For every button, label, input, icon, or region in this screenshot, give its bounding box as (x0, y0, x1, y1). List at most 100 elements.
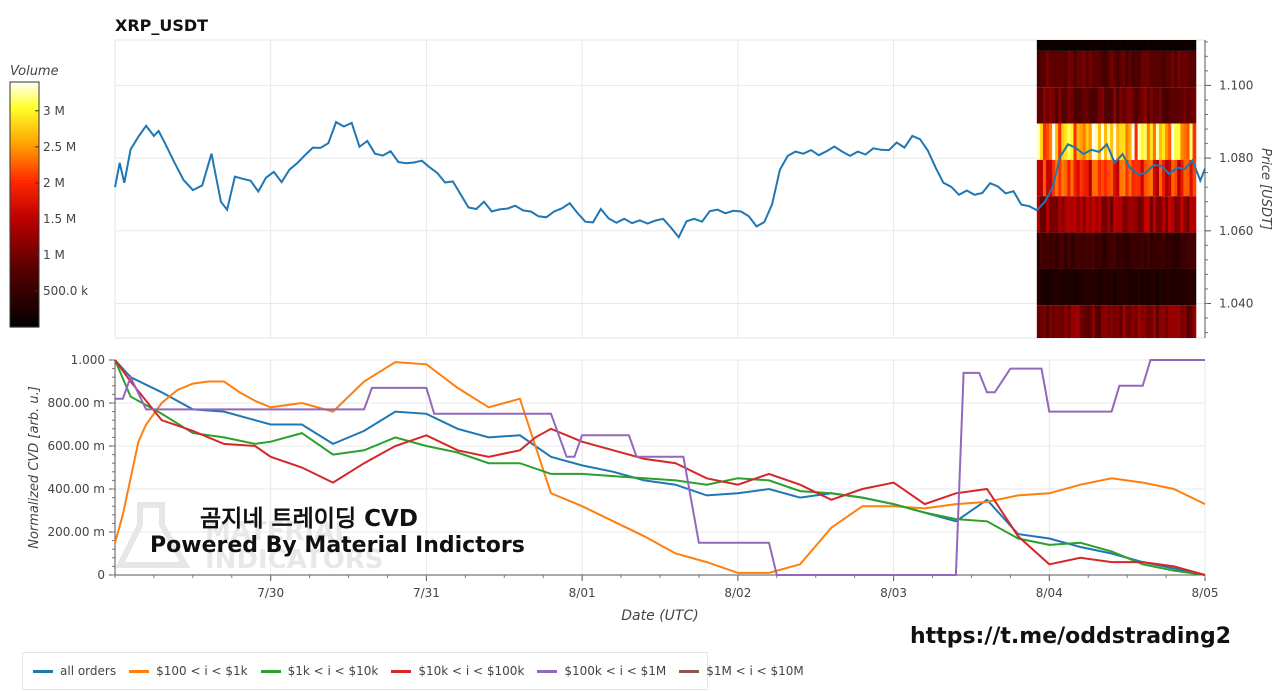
heatmap-cell (1049, 305, 1053, 338)
heatmap-cell (1094, 232, 1099, 269)
colorbar-step (10, 293, 39, 297)
x-tick-label: 8/01 (569, 586, 596, 600)
heatmap-cell (1052, 123, 1056, 160)
heatmap-cell (1104, 40, 1108, 51)
colorbar-step (10, 164, 39, 169)
legend-item[interactable]: $100k < i < $1M (537, 664, 666, 678)
cvd-series-line (114, 359, 1206, 576)
colorbar-step (10, 198, 39, 203)
heatmap-cell (1192, 268, 1197, 306)
legend-label: $10k < i < $100k (418, 664, 525, 678)
heatmap-cell (1094, 87, 1099, 124)
heatmap-cell (1085, 268, 1090, 306)
x-tick-label: 7/31 (413, 586, 440, 600)
heatmap-cell (1180, 159, 1185, 197)
heatmap-cell (1042, 305, 1047, 338)
heatmap-cell (1162, 50, 1166, 88)
colorbar-step (10, 152, 39, 157)
heatmap-cell (1125, 196, 1130, 233)
heatmap-cell (1094, 123, 1099, 160)
heatmap-cell (1152, 232, 1157, 269)
heatmap-cell (1104, 196, 1108, 233)
heatmap-cell (1100, 268, 1105, 306)
heatmap-cell (1186, 123, 1191, 160)
heatmap-cell (1131, 87, 1136, 124)
heatmap-cell (1149, 268, 1154, 306)
heatmap-cell (1134, 50, 1139, 88)
heatmap-cell (1073, 123, 1078, 160)
heatmap-cell (1107, 305, 1111, 338)
legend-item[interactable]: $1M < i < $10M (679, 664, 804, 678)
heatmap-cell (1076, 305, 1081, 338)
heatmap-cell (1119, 50, 1123, 88)
colorbar-step (10, 323, 39, 328)
legend-item[interactable]: $10k < i < $100k (391, 664, 524, 678)
x-tick-label: 8/04 (1036, 586, 1063, 600)
heatmap-cell (1107, 196, 1111, 233)
heatmap-cell (1049, 50, 1053, 88)
heatmap-cell (1125, 159, 1130, 197)
colorbar-tick-label: 2 M (43, 176, 65, 190)
heatmap-cell (1082, 305, 1087, 338)
heatmap-cell (1107, 232, 1111, 269)
heatmap-cell (1061, 268, 1065, 306)
heatmap-cell (1045, 159, 1050, 197)
heatmap-cell (1137, 87, 1142, 124)
heatmap-cell (1079, 232, 1084, 269)
heatmap-cell (1165, 232, 1169, 269)
colorbar-step (10, 225, 39, 230)
heatmap-cell (1159, 87, 1163, 124)
heatmap-cell (1122, 50, 1127, 88)
colorbar-step (10, 302, 39, 307)
heatmap-cell (1155, 305, 1160, 338)
heatmap-cell (1143, 305, 1148, 338)
legend-item[interactable]: $1k < i < $10k (260, 664, 378, 678)
heatmap-cell (1113, 87, 1117, 124)
heatmap-cell (1134, 87, 1139, 124)
heatmap-cell (1076, 232, 1081, 269)
heatmap-cell (1061, 159, 1065, 197)
heatmap-cell (1146, 268, 1151, 306)
heatmap-cell (1155, 159, 1160, 197)
heatmap-cell (1039, 123, 1044, 160)
heatmap-cell (1091, 305, 1096, 338)
heatmap-cell (1152, 159, 1157, 197)
heatmap-cell (1140, 40, 1145, 51)
colorbar-step (10, 88, 39, 92)
heatmap-cell (1058, 268, 1062, 306)
heatmap-cell (1094, 268, 1099, 306)
heatmap-cell (1159, 268, 1163, 306)
cvd-tick-label: 800.00 m (48, 396, 106, 410)
heatmap-cell (1061, 50, 1065, 88)
telegram-link[interactable]: https://t.me/oddstrading2 (910, 624, 1232, 649)
heatmap-cell (1070, 232, 1075, 269)
price-tick-label: 1.060 (1219, 224, 1253, 238)
heatmap-cell (1055, 268, 1059, 306)
heatmap-cell (1171, 159, 1175, 197)
colorbar-border (9, 81, 40, 328)
colorbar-step (10, 219, 39, 224)
colorbar-step (10, 97, 39, 101)
heatmap-cell (1140, 50, 1145, 88)
heatmap-cell (1100, 232, 1105, 269)
heatmap-cell (1162, 123, 1166, 160)
heatmap-cell (1174, 268, 1178, 306)
colorbar-step (10, 112, 39, 117)
colorbar-step (10, 281, 39, 285)
heatmap-cell (1091, 123, 1096, 160)
colorbar-step (10, 186, 39, 190)
heatmap-cell (1149, 40, 1154, 51)
legend-item[interactable]: $100 < i < $1k (129, 664, 248, 678)
heatmap-cell (1039, 40, 1044, 51)
legend-item[interactable]: all orders (33, 664, 116, 678)
heatmap-cell (1067, 40, 1072, 51)
heatmap-cell (1061, 87, 1065, 124)
overlay-powered-by: Powered By Material Indictors (150, 533, 525, 558)
heatmap-cell (1140, 268, 1145, 306)
heatmap-cell (1189, 232, 1194, 269)
overlay-title: 곰지네 트레이딩 CVD (200, 506, 418, 532)
heatmap-cell (1052, 196, 1056, 233)
heatmap-cell (1152, 40, 1157, 51)
heatmap-cell (1067, 305, 1072, 338)
heatmap-cell (1055, 159, 1059, 197)
